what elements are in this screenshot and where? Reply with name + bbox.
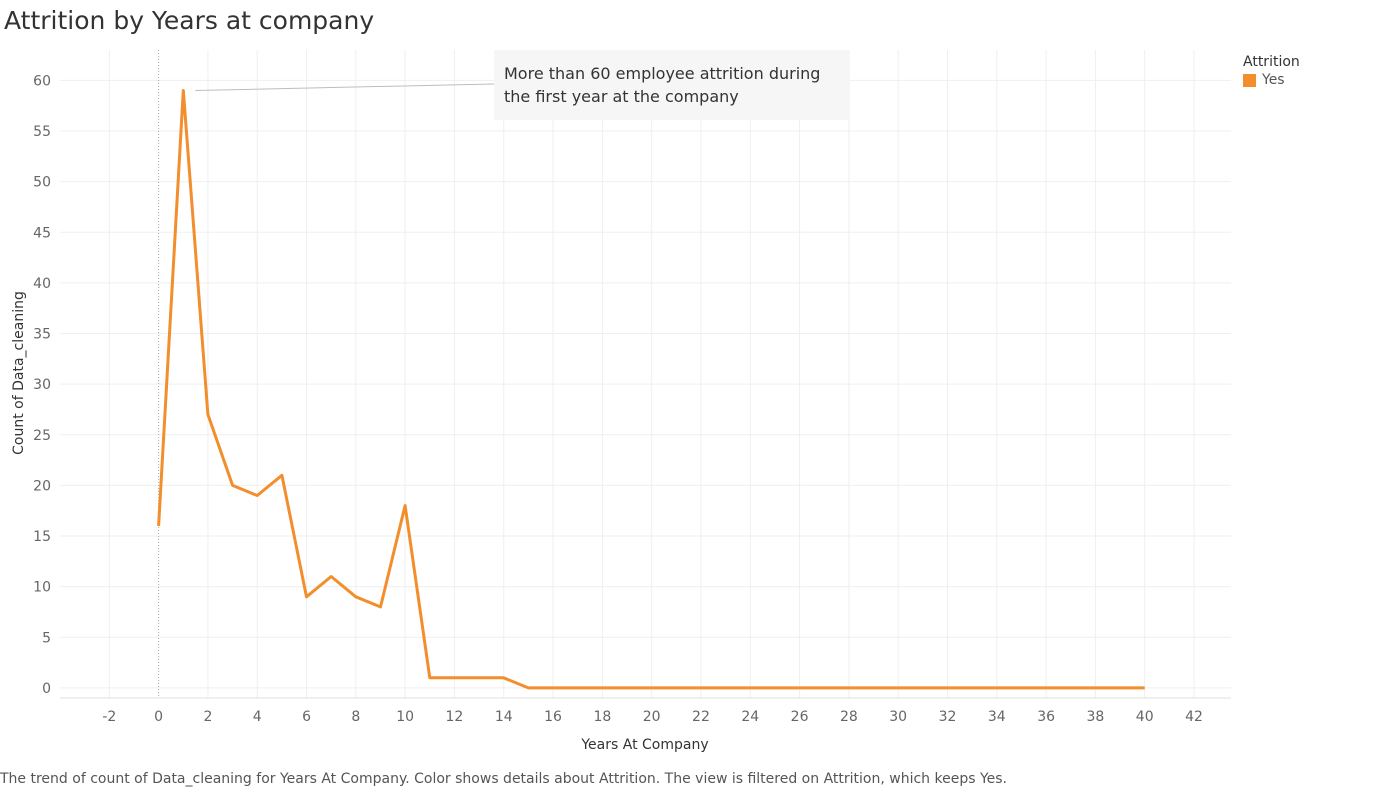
y-tick-label: 40 [33,276,51,292]
legend-title: Attrition [1243,54,1300,70]
x-tick-label: 12 [446,709,464,725]
y-tick-label: 25 [33,428,51,444]
x-tick-label: 30 [889,709,907,725]
x-tick-label: 10 [396,709,414,725]
legend-swatch-icon [1243,74,1256,87]
y-tick-label: 30 [33,377,51,393]
y-tick-label: 10 [33,580,51,596]
x-tick-label: 18 [593,709,611,725]
x-tick-label: 20 [643,709,661,725]
x-tick-label: 24 [741,709,759,725]
legend-item-label: Yes [1262,72,1285,88]
x-tick-label: 40 [1136,709,1154,725]
y-tick-label: 45 [33,225,51,241]
annotation-box: More than 60 employee attrition during t… [494,50,850,120]
x-tick-label: 36 [1037,709,1055,725]
x-tick-label: 34 [988,709,1006,725]
y-tick-label: 60 [33,73,51,89]
x-tick-label: 8 [351,709,360,725]
y-tick-label: 55 [33,124,51,140]
x-tick-label: 4 [253,709,262,725]
legend: Attrition Yes [1243,54,1300,88]
annotation-text-line1: More than 60 employee attrition during [504,62,840,85]
y-axis-label: Count of Data_cleaning [11,291,27,455]
y-tick-label: 20 [33,478,51,494]
y-tick-label: 35 [33,327,51,343]
x-tick-label: 14 [495,709,513,725]
x-tick-label: 26 [791,709,809,725]
x-axis-label: Years At Company [580,737,708,753]
legend-item-yes[interactable]: Yes [1243,72,1300,88]
x-tick-label: 6 [302,709,311,725]
y-tick-label: 5 [42,630,51,646]
x-tick-label: 2 [203,709,212,725]
x-tick-label: 22 [692,709,710,725]
grid-layer [60,50,1231,698]
x-tick-label: 38 [1086,709,1104,725]
annotation-pointer-line [195,84,494,91]
x-tick-label: 0 [154,709,163,725]
x-tick-label: -2 [102,709,116,725]
annotation-text-line2: the first year at the company [504,85,840,108]
y-tick-label: 15 [33,529,51,545]
y-tick-label: 0 [42,681,51,697]
x-tick-label: 28 [840,709,858,725]
y-tick-label: 50 [33,175,51,191]
x-tick-label: 16 [544,709,562,725]
x-tick-label: 42 [1185,709,1203,725]
x-tick-label: 32 [939,709,957,725]
chart-caption: The trend of count of Data_cleaning for … [0,771,1007,787]
